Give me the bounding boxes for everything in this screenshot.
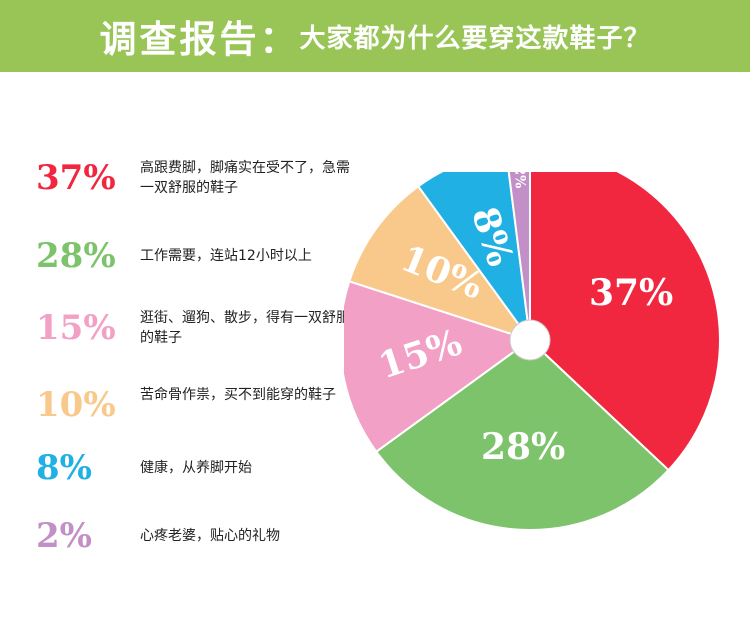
pie-slice [344, 280, 533, 454]
legend-percent: 15% [36, 308, 116, 348]
pie-slice [416, 172, 531, 341]
legend-text: 工作需要，连站12小时以上 [140, 248, 312, 264]
title-main: 调查报告： [99, 18, 300, 61]
legend-percent: 28% [36, 236, 116, 276]
legend-item: 2% 心疼老婆，贴心的礼物 [36, 516, 356, 572]
title-banner: 调查报告： 大家都为什么要穿这款鞋子？ [0, 0, 750, 72]
legend-text: 高跟费脚，脚痛实在受不了，急需一双舒服的鞋子 [140, 160, 350, 196]
legend-item: 37% 高跟费脚，脚痛实在受不了，急需一双舒服的鞋子 [36, 158, 356, 214]
legend-text: 健康，从养脚开始 [140, 460, 252, 476]
title-sub: 大家都为什么要穿这款鞋子？ [299, 23, 651, 54]
legend-text: 逛街、遛狗、散步，得有一双舒服的鞋子 [140, 310, 350, 346]
pie-chart: 37%28%15%10%8%2% [344, 172, 721, 531]
legend-item: 8% 健康，从养脚开始 [36, 448, 356, 504]
legend-text: 苦命骨作祟，买不到能穿的鞋子 [140, 387, 336, 403]
legend-item: 10% 苦命骨作祟，买不到能穿的鞋子 [36, 385, 356, 441]
slice-label-28: 28% [481, 426, 565, 468]
legend-item: 28% 工作需要，连站12小时以上 [36, 236, 356, 292]
legend-percent: 2% [36, 516, 92, 556]
pie-slice [348, 184, 533, 342]
pie-slice [529, 172, 721, 472]
slice-label-2: 2% [512, 172, 528, 188]
pie-center-hole [509, 319, 551, 361]
legend-text: 心疼老婆，贴心的礼物 [140, 528, 280, 544]
legend-percent: 8% [36, 448, 92, 488]
legend-percent: 37% [36, 158, 116, 198]
legend-item: 15% 逛街、遛狗、散步，得有一双舒服的鞋子 [36, 308, 356, 364]
legend-percent: 10% [36, 385, 116, 425]
pie-slice [507, 172, 531, 341]
slice-label-37: 37% [589, 272, 673, 314]
pie-slice [374, 338, 670, 531]
